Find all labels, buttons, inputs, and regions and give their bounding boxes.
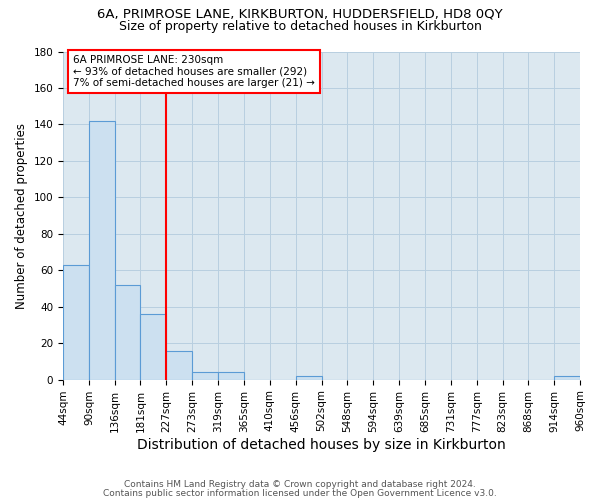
Text: Contains HM Land Registry data © Crown copyright and database right 2024.: Contains HM Land Registry data © Crown c… (124, 480, 476, 489)
Bar (192, 372, 218, 380)
Bar (166, 350, 192, 380)
Y-axis label: Number of detached properties: Number of detached properties (15, 122, 28, 308)
Text: 6A PRIMROSE LANE: 230sqm
← 93% of detached houses are smaller (292)
7% of semi-d: 6A PRIMROSE LANE: 230sqm ← 93% of detach… (73, 55, 315, 88)
Bar (218, 372, 244, 380)
Text: 6A, PRIMROSE LANE, KIRKBURTON, HUDDERSFIELD, HD8 0QY: 6A, PRIMROSE LANE, KIRKBURTON, HUDDERSFI… (97, 8, 503, 20)
Bar (115, 285, 140, 380)
Text: Contains public sector information licensed under the Open Government Licence v3: Contains public sector information licen… (103, 488, 497, 498)
Bar (89, 121, 115, 380)
Bar (140, 314, 166, 380)
X-axis label: Distribution of detached houses by size in Kirkburton: Distribution of detached houses by size … (137, 438, 506, 452)
Bar (296, 376, 322, 380)
Bar (63, 265, 89, 380)
Text: Size of property relative to detached houses in Kirkburton: Size of property relative to detached ho… (119, 20, 481, 33)
Bar (554, 376, 580, 380)
